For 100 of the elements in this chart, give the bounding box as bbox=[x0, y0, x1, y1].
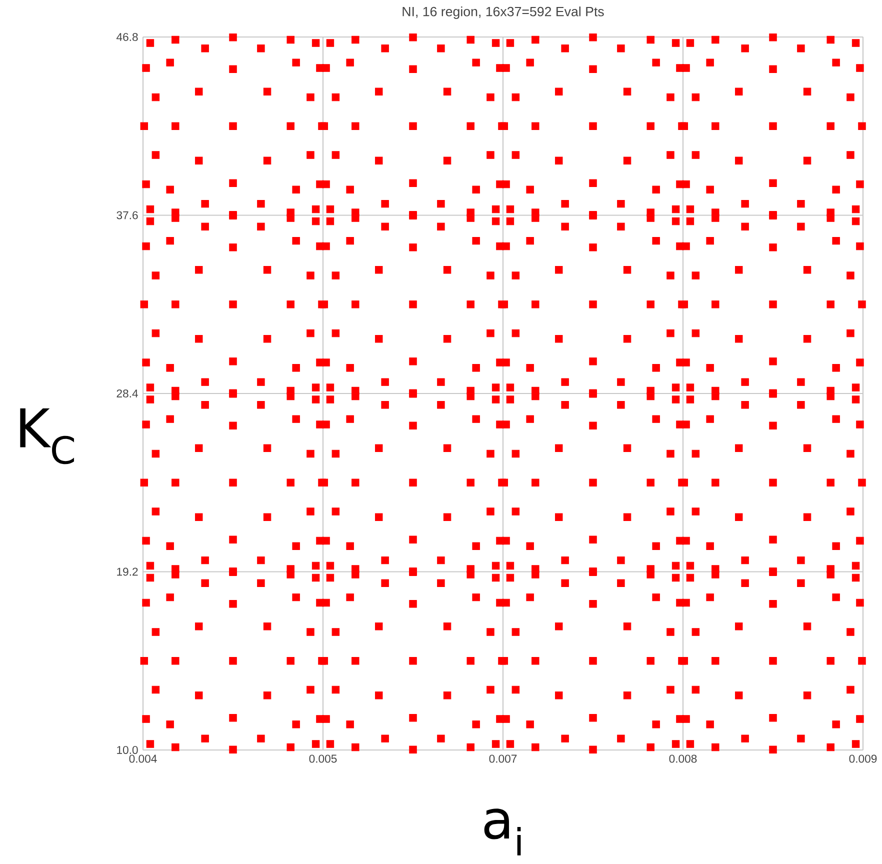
point bbox=[229, 600, 237, 608]
point bbox=[152, 272, 160, 280]
point bbox=[741, 556, 749, 564]
point bbox=[381, 200, 389, 208]
point bbox=[852, 562, 860, 570]
point bbox=[769, 122, 777, 130]
point bbox=[466, 122, 474, 130]
point bbox=[229, 536, 237, 544]
point bbox=[797, 378, 805, 386]
point bbox=[201, 579, 209, 588]
point bbox=[846, 329, 854, 338]
point bbox=[832, 186, 840, 194]
x-tick-label: 0.004 bbox=[129, 754, 157, 763]
point bbox=[146, 384, 154, 392]
point bbox=[492, 396, 500, 404]
point bbox=[172, 122, 180, 130]
point bbox=[561, 44, 569, 52]
point bbox=[472, 593, 480, 602]
point bbox=[492, 740, 500, 748]
point bbox=[172, 743, 180, 752]
point bbox=[623, 444, 632, 452]
point bbox=[381, 556, 389, 564]
point bbox=[617, 734, 625, 742]
point bbox=[437, 556, 445, 564]
point bbox=[409, 244, 417, 252]
point bbox=[512, 93, 520, 102]
point bbox=[195, 444, 203, 452]
point bbox=[803, 691, 812, 700]
point bbox=[692, 450, 700, 458]
point bbox=[466, 386, 474, 395]
point bbox=[856, 598, 864, 607]
point bbox=[375, 444, 383, 452]
point bbox=[858, 478, 866, 486]
point bbox=[646, 122, 654, 130]
point bbox=[646, 743, 654, 752]
point bbox=[623, 266, 632, 274]
point bbox=[769, 714, 777, 722]
point bbox=[856, 358, 864, 366]
point bbox=[826, 743, 834, 752]
point bbox=[734, 444, 743, 452]
point bbox=[561, 401, 569, 409]
point bbox=[292, 593, 300, 602]
point bbox=[856, 180, 864, 188]
point bbox=[712, 122, 720, 130]
point bbox=[532, 386, 540, 395]
point bbox=[734, 622, 743, 630]
point bbox=[375, 156, 383, 164]
point bbox=[846, 151, 854, 159]
point bbox=[409, 300, 417, 308]
point bbox=[292, 236, 300, 245]
point bbox=[257, 44, 265, 52]
point bbox=[706, 720, 714, 728]
point bbox=[152, 450, 160, 458]
point bbox=[443, 622, 452, 630]
point bbox=[741, 579, 749, 588]
point bbox=[409, 357, 417, 366]
point bbox=[409, 536, 417, 544]
point bbox=[332, 151, 340, 159]
point bbox=[826, 300, 834, 308]
point bbox=[142, 420, 150, 428]
point bbox=[409, 179, 417, 187]
point bbox=[666, 93, 674, 102]
point bbox=[589, 179, 597, 187]
point bbox=[652, 364, 660, 372]
point bbox=[263, 622, 272, 630]
point bbox=[797, 556, 805, 564]
point bbox=[686, 396, 694, 404]
point bbox=[486, 329, 494, 338]
point bbox=[142, 180, 150, 188]
point bbox=[152, 151, 160, 159]
point bbox=[486, 93, 494, 102]
point bbox=[443, 334, 452, 343]
point bbox=[229, 357, 237, 366]
point bbox=[500, 478, 508, 486]
point bbox=[346, 542, 354, 550]
point bbox=[346, 415, 354, 423]
point bbox=[623, 156, 632, 164]
point bbox=[692, 151, 700, 159]
chart-title: NI, 16 region, 16x37=592 Eval Pts bbox=[402, 6, 604, 19]
point bbox=[409, 714, 417, 722]
x-axis-title: a$_{i}$ bbox=[484, 808, 521, 856]
point bbox=[502, 598, 510, 607]
point bbox=[589, 122, 597, 130]
point bbox=[322, 598, 330, 607]
point bbox=[443, 88, 452, 96]
point bbox=[326, 217, 334, 226]
point bbox=[589, 478, 597, 486]
point bbox=[623, 691, 632, 700]
point bbox=[856, 420, 864, 428]
point bbox=[286, 386, 294, 395]
point bbox=[832, 364, 840, 372]
point bbox=[706, 364, 714, 372]
point bbox=[172, 300, 180, 308]
point bbox=[229, 34, 237, 42]
point bbox=[409, 478, 417, 486]
point bbox=[352, 386, 360, 395]
point bbox=[502, 715, 510, 723]
point bbox=[352, 36, 360, 44]
point bbox=[682, 64, 690, 72]
point bbox=[712, 300, 720, 308]
